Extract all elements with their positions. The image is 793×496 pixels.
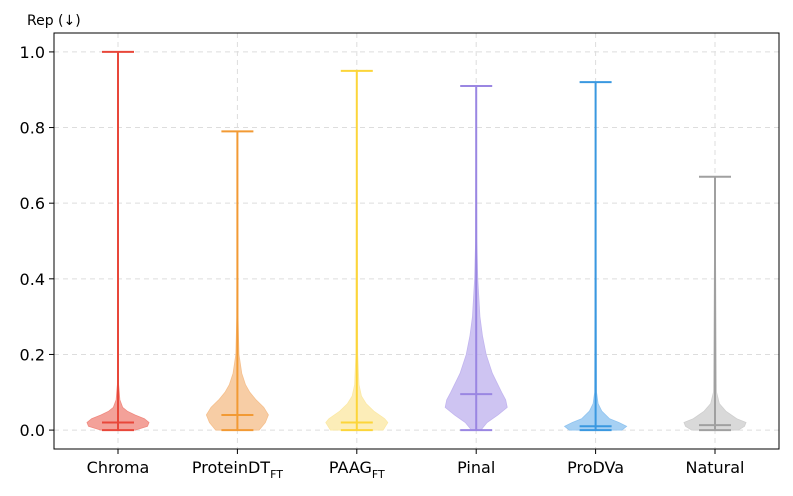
violin-proteindt-ft: [205, 130, 269, 432]
violins: [86, 50, 747, 432]
y-tick-label: 0.4: [20, 270, 45, 289]
x-tick-label: Chroma: [87, 458, 150, 477]
y-tick-label: 0.6: [20, 194, 45, 213]
x-axis: Chroma ProteinDTFT PAAGFT Pinal ProDVa Natura…: [87, 449, 745, 481]
y-tick-label: 1.0: [20, 43, 45, 62]
x-tick-label: PAAGFT: [329, 458, 385, 481]
violin-pinal: [444, 84, 508, 432]
y-axis-label: Rep (↓): [27, 13, 81, 29]
violin-chroma: [86, 50, 150, 432]
grid: [54, 33, 779, 449]
x-tick-label: ProteinDTFT: [192, 458, 283, 481]
violin-natural: [683, 175, 747, 432]
x-tick-label: Natural: [685, 458, 744, 477]
x-tick-label: ProDVa: [567, 458, 624, 477]
y-tick-label: 0.8: [20, 119, 45, 138]
y-tick-label: 0.2: [20, 345, 45, 364]
plot-frame: [53, 32, 780, 450]
violin-prodva: [563, 81, 628, 432]
x-tick-label: Pinal: [457, 458, 495, 477]
y-tick-label: 0.0: [20, 421, 45, 440]
violin-paag-ft: [325, 69, 389, 432]
y-axis: 0.0 0.2 0.4 0.6 0.8 1.0: [20, 43, 54, 440]
